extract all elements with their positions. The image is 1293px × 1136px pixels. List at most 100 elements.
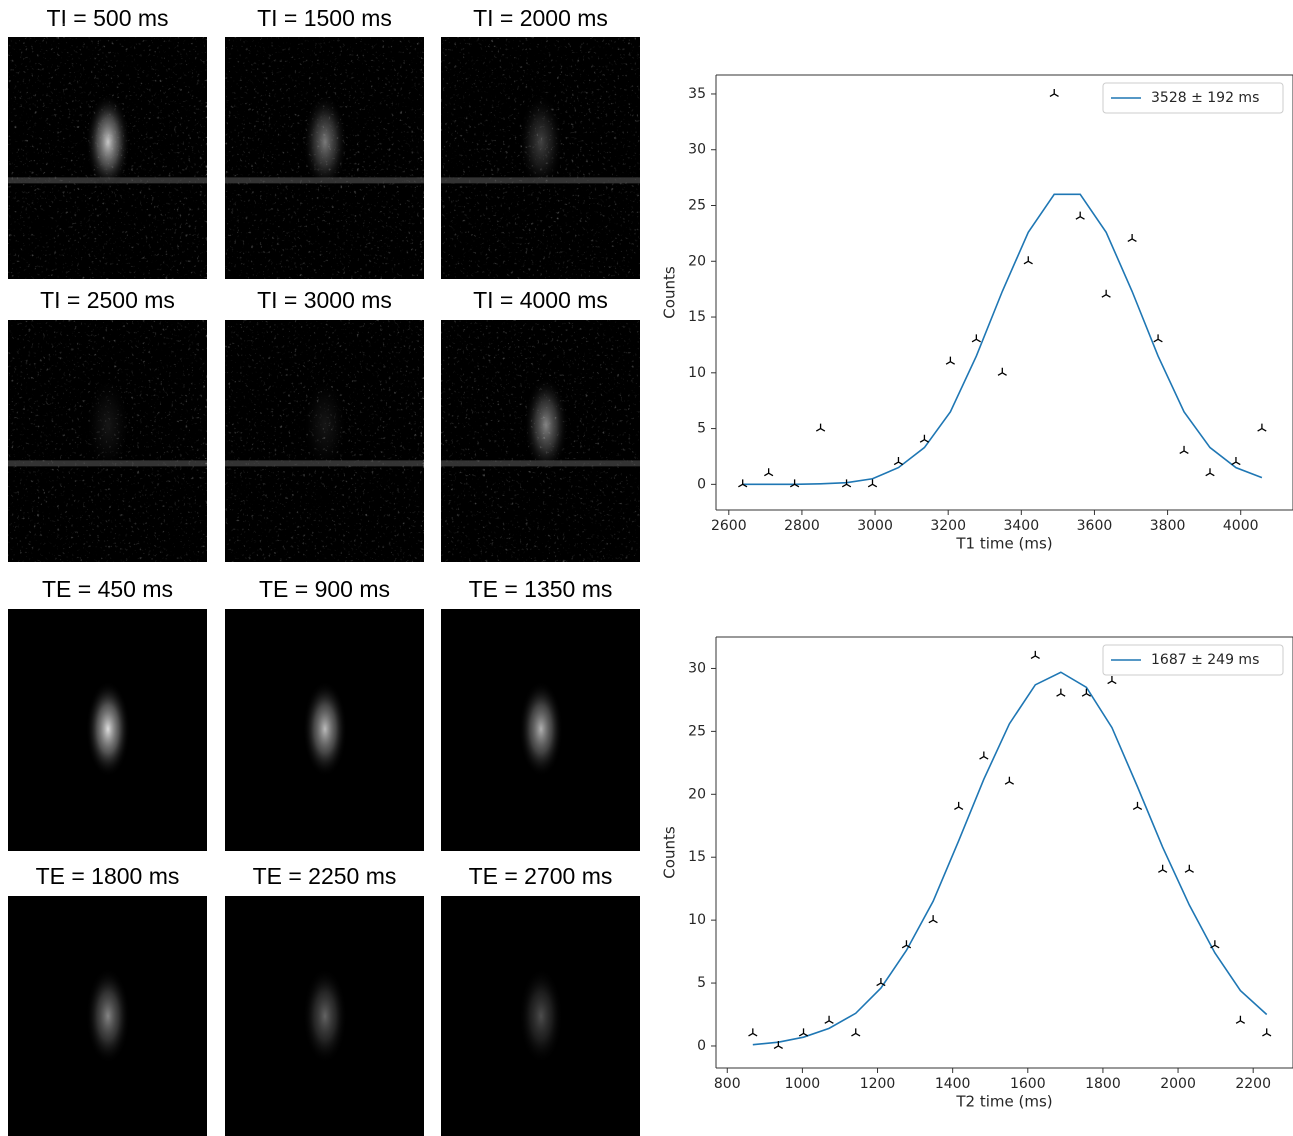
mri-image: [225, 37, 424, 279]
image-title: TI = 2500 ms: [40, 287, 175, 313]
mri-image: [8, 37, 207, 279]
y-tick-label: 15: [688, 849, 706, 865]
y-tick-label: 0: [697, 1038, 706, 1054]
x-tick-label: 1000: [785, 1076, 821, 1092]
data-point: [1056, 688, 1066, 697]
data-point: [876, 978, 886, 987]
x-tick-label: 800: [714, 1076, 741, 1092]
y-tick-label: 30: [688, 142, 706, 158]
data-point: [738, 479, 748, 488]
y-tick-label: 20: [688, 786, 706, 802]
data-point: [919, 434, 930, 443]
x-tick-label: 3600: [1077, 518, 1113, 534]
fit-line: [742, 193, 1263, 486]
data-point: [928, 915, 938, 924]
mri-image: [225, 320, 424, 562]
x-tick-label: 2600: [711, 518, 747, 534]
mri-image: [8, 320, 207, 562]
mri-image: [441, 609, 640, 851]
data-point: [1235, 1015, 1246, 1024]
data-point: [893, 457, 904, 466]
x-tick-label: 1800: [1085, 1076, 1121, 1092]
image-title: TE = 2700 ms: [469, 863, 613, 889]
data-point: [1101, 289, 1111, 298]
image-signal: [86, 94, 130, 190]
data-point: [1184, 864, 1194, 873]
data-point: [1004, 776, 1015, 785]
mri-image: [225, 609, 424, 851]
data-point: [1158, 864, 1168, 873]
image-signal: [519, 968, 563, 1064]
data-point: [1081, 688, 1092, 697]
image-signal: [86, 968, 130, 1064]
data-point: [1231, 457, 1241, 466]
mri-image: [441, 320, 640, 562]
y-axis-label: Counts: [661, 266, 679, 319]
y-tick-label: 35: [688, 86, 706, 102]
legend-label: 1687 ± 249 ms: [1151, 652, 1259, 668]
data-point: [1023, 256, 1033, 265]
data-point: [1030, 650, 1040, 659]
mri-image: [225, 896, 424, 1136]
data-point: [1107, 676, 1117, 685]
image-title: TE = 900 ms: [259, 576, 390, 602]
data-point: [841, 479, 852, 488]
x-tick-label: 2800: [784, 518, 820, 534]
fit-line: [752, 671, 1268, 1046]
y-axis-label: Counts: [661, 826, 679, 879]
y-tick-label: 5: [697, 421, 706, 437]
legend-box: [1102, 82, 1284, 114]
image-signal: [524, 377, 568, 473]
x-tick-label: 2200: [1235, 1076, 1271, 1092]
image-title: TI = 1500 ms: [257, 5, 392, 31]
image-title: TI = 2000 ms: [473, 5, 608, 31]
x-tick-label: 4000: [1223, 518, 1259, 534]
data-point: [1179, 445, 1189, 454]
image-title: TI = 3000 ms: [257, 287, 392, 313]
mri-image: [441, 37, 640, 279]
data-point: [1049, 88, 1059, 98]
data-point: [798, 1028, 809, 1037]
image-title: TE = 1800 ms: [36, 863, 180, 889]
mri-image: [8, 896, 207, 1136]
data-point: [1262, 1028, 1272, 1037]
legend-label: 3528 ± 192 ms: [1151, 90, 1259, 106]
data-point: [789, 479, 800, 488]
data-point: [954, 801, 964, 810]
data-point: [824, 1015, 834, 1024]
x-tick-label: 3800: [1150, 518, 1186, 534]
image-title: TI = 4000 ms: [473, 287, 608, 313]
x-tick-label: 1200: [860, 1076, 896, 1092]
image-title: TI = 500 ms: [46, 5, 168, 31]
image-title: TE = 1350 ms: [469, 576, 613, 602]
x-tick-label: 3000: [857, 518, 893, 534]
data-point: [773, 1040, 783, 1050]
y-tick-label: 25: [688, 723, 706, 739]
image-signal: [519, 681, 563, 777]
data-point: [1205, 468, 1215, 477]
data-point: [971, 334, 981, 343]
y-tick-label: 25: [688, 198, 706, 214]
image-signal: [86, 377, 130, 473]
y-tick-label: 30: [688, 660, 706, 676]
image-title: TE = 450 ms: [42, 576, 173, 602]
data-point: [1127, 233, 1137, 243]
mri-image: [441, 896, 640, 1136]
legend-box: [1102, 644, 1284, 676]
y-tick-label: 15: [688, 309, 706, 325]
image-signal: [303, 681, 347, 777]
y-tick-label: 20: [688, 253, 706, 269]
data-point: [748, 1028, 758, 1037]
y-tick-label: 5: [697, 975, 706, 991]
image-title: TE = 2250 ms: [253, 863, 397, 889]
data-point: [815, 423, 826, 432]
data-point: [1210, 940, 1220, 949]
x-tick-label: 1400: [935, 1076, 971, 1092]
data-point: [1132, 801, 1143, 810]
x-tick-label: 3400: [1003, 518, 1039, 534]
image-signal: [303, 94, 347, 190]
image-signal: [86, 681, 130, 777]
x-axis-label: T2 time (ms): [955, 1093, 1052, 1111]
data-point: [1153, 334, 1163, 343]
